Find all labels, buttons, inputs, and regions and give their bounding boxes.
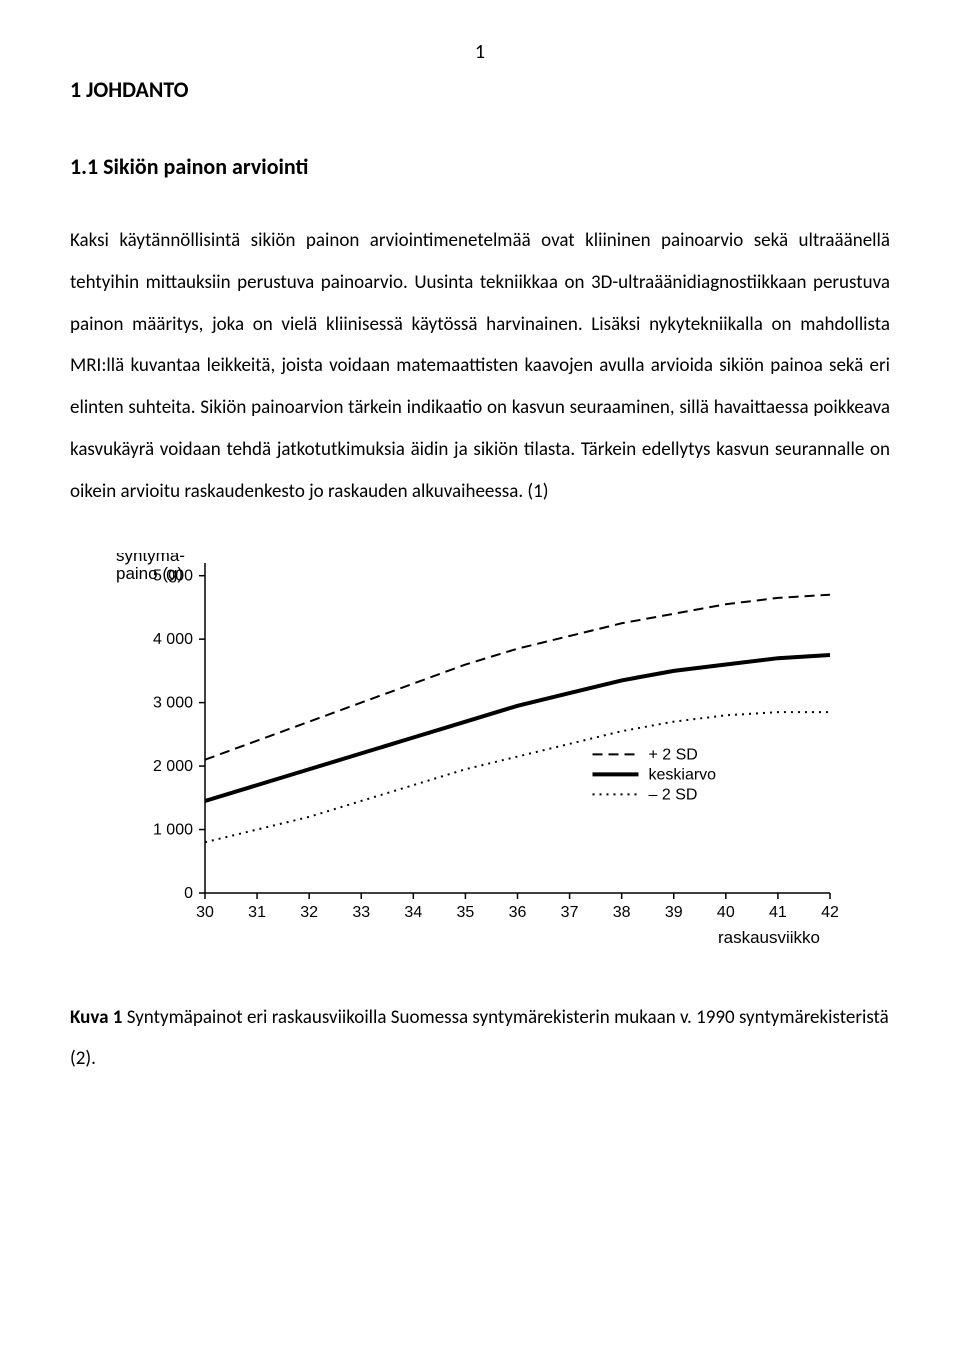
svg-text:33: 33 — [352, 904, 370, 921]
svg-text:35: 35 — [457, 904, 475, 921]
svg-text:4 000: 4 000 — [153, 631, 193, 648]
heading-section: 1.1 Sikiön painon arviointi — [70, 153, 890, 180]
svg-text:31: 31 — [248, 904, 266, 921]
svg-text:1 000: 1 000 — [153, 821, 193, 838]
svg-text:3 000: 3 000 — [153, 694, 193, 711]
svg-text:30: 30 — [196, 904, 214, 921]
svg-text:2 000: 2 000 — [153, 758, 193, 775]
svg-text:42: 42 — [821, 904, 839, 921]
svg-text:39: 39 — [665, 904, 683, 921]
figure-caption: Kuva 1 Syntymäpainot eri raskausviikoill… — [70, 997, 890, 1081]
page-number: 1 — [70, 40, 890, 64]
svg-text:41: 41 — [769, 904, 787, 921]
svg-text:+ 2 SD: + 2 SD — [649, 746, 698, 763]
svg-text:38: 38 — [613, 904, 631, 921]
figure-caption-label: Kuva 1 — [70, 1006, 122, 1029]
series-keskiarvo — [205, 655, 830, 801]
svg-text:40: 40 — [717, 904, 735, 921]
heading-chapter: 1 JOHDANTO — [70, 76, 890, 103]
svg-text:34: 34 — [404, 904, 422, 921]
series---2-SD — [205, 712, 830, 842]
svg-text:paino (g): paino (g) — [116, 564, 183, 583]
birthweight-chart: 01 0002 0003 0004 0005 00030313233343536… — [110, 553, 850, 963]
svg-text:– 2 SD: – 2 SD — [649, 786, 698, 803]
figure-caption-text: Syntymäpainot eri raskausviikoilla Suome… — [70, 1006, 889, 1071]
svg-text:keskiarvo: keskiarvo — [649, 766, 717, 783]
svg-text:0: 0 — [184, 885, 193, 902]
svg-text:37: 37 — [561, 904, 579, 921]
paragraph-1: Kaksi käytännöllisintä sikiön painon arv… — [70, 220, 890, 513]
svg-text:32: 32 — [300, 904, 318, 921]
svg-text:raskausviikko: raskausviikko — [718, 928, 820, 947]
series-+-2-SD — [205, 594, 830, 759]
svg-text:36: 36 — [509, 904, 527, 921]
